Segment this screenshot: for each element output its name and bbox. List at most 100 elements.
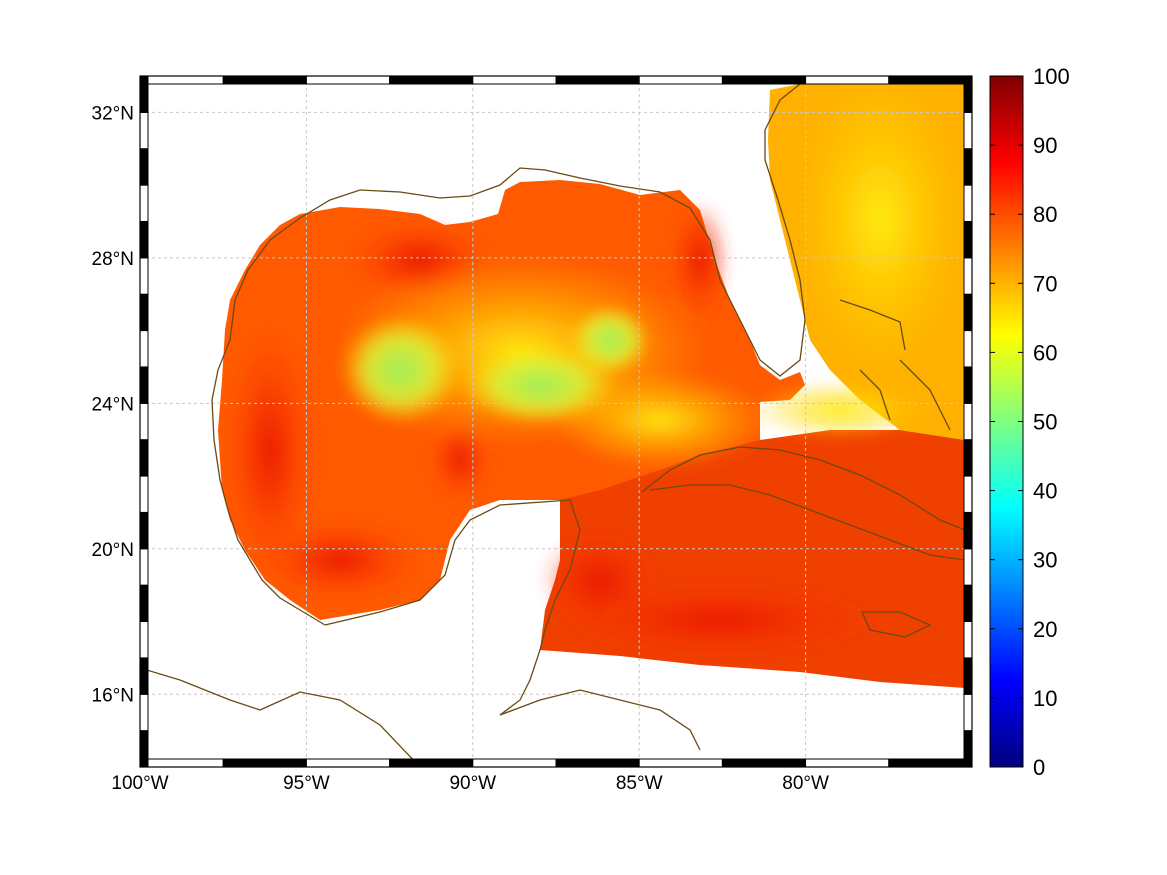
- red-yucatan-north: [430, 420, 490, 500]
- frame-segment-top: [805, 75, 890, 85]
- frame-segment-right: [963, 584, 973, 623]
- colorbar-ticks: 0 10 20 30 40 50 60 70 80 90 100: [990, 64, 1070, 780]
- frame-segment-right: [963, 148, 973, 186]
- frame-segment-right: [963, 657, 973, 695]
- frame-segment-right: [963, 111, 973, 150]
- frame-segment-left: [139, 511, 149, 550]
- frame-segment-bottom: [721, 758, 807, 768]
- frame-segment-top: [472, 75, 557, 85]
- gulf-coast-us-mexico: [140, 76, 816, 767]
- map-frame: [139, 75, 973, 768]
- frame-segment-bottom: [472, 758, 557, 768]
- frame-segment-left: [139, 548, 149, 586]
- frame-segment-bottom: [638, 758, 723, 768]
- bahamas-outline: [839, 299, 951, 431]
- frame-segment-right: [963, 621, 973, 659]
- frame-segment-top: [888, 75, 973, 85]
- frame-segment-left: [139, 475, 149, 513]
- frame-segment-bottom: [888, 758, 973, 768]
- colorbar-tick-label: 50: [1033, 410, 1057, 435]
- red-caribbean-west: [540, 530, 660, 630]
- frame-segment-left: [139, 257, 149, 295]
- frame-segment-top: [721, 75, 807, 85]
- frame-segment-top: [389, 75, 474, 85]
- frame-segment-right: [963, 402, 973, 441]
- colorbar-tick-label: 100: [1033, 64, 1070, 89]
- frame-segment-right: [963, 439, 973, 477]
- gridlines: [140, 76, 972, 767]
- red-bay-campeche: [260, 520, 420, 600]
- green-core-west: [340, 315, 460, 425]
- frame-segment-left: [139, 220, 149, 259]
- yellow-cuba-strait: [750, 380, 930, 440]
- frame-segment-top: [555, 75, 640, 85]
- frame-border: [139, 75, 973, 768]
- y-tick-label: 20°N: [92, 540, 134, 561]
- y-tick-label: 16°N: [92, 685, 134, 706]
- colorbar-tick-label: 30: [1033, 548, 1057, 573]
- y-tick-label: 32°N: [92, 103, 134, 124]
- colorbar-tick-label: 0: [1033, 755, 1045, 780]
- data-field: [218, 76, 970, 688]
- colorbar-tick-label: 10: [1033, 686, 1057, 711]
- frame-segment-left: [139, 730, 149, 768]
- green-core-east: [570, 305, 650, 375]
- frame-segment-right: [963, 693, 973, 732]
- frame-segment-left: [139, 402, 149, 441]
- frame-segment-bottom: [805, 758, 890, 768]
- y-axis-labels: 32°N 28°N 24°N 20°N 16°N: [92, 103, 134, 706]
- cuba-coastline: [641, 446, 966, 561]
- x-tick-label: 80°W: [782, 773, 829, 794]
- colorbar-tick-label: 20: [1033, 617, 1057, 642]
- red-west-coast: [225, 330, 315, 570]
- frame-segment-top: [305, 75, 391, 85]
- frame-segment-bottom: [555, 758, 640, 768]
- frame-segment-left: [139, 111, 149, 150]
- frame-segment-right: [963, 257, 973, 295]
- frame-segment-right: [963, 475, 973, 513]
- colorbar: 0 10 20 30 40 50 60 70 80 90 100: [989, 64, 1070, 780]
- frame-segment-left: [139, 366, 149, 404]
- frame-segment-left: [139, 657, 149, 695]
- yellow-atlantic: [790, 76, 970, 380]
- frame-segment-right: [963, 548, 973, 586]
- frame-segment-bottom: [389, 758, 474, 768]
- x-tick-label: 90°W: [449, 773, 496, 794]
- y-tick-label: 28°N: [92, 249, 134, 270]
- colorbar-tick-label: 70: [1033, 271, 1057, 296]
- frame-segment-left: [139, 439, 149, 477]
- frame-segment-left: [139, 184, 149, 222]
- frame-segment-left: [139, 75, 149, 113]
- frame-segment-left: [139, 330, 149, 368]
- frame-segment-top: [638, 75, 723, 85]
- frame-segment-right: [963, 730, 973, 768]
- frame-segment-left: [139, 148, 149, 186]
- x-tick-label: 100°W: [111, 773, 168, 794]
- x-axis-labels: 100°W 95°W 90°W 85°W 80°W: [111, 773, 829, 794]
- frame-segment-right: [963, 75, 973, 113]
- frame-segment-top: [222, 75, 307, 85]
- frame-segment-left: [139, 693, 149, 732]
- frame-segment-right: [963, 511, 973, 550]
- frame-segment-left: [139, 584, 149, 623]
- frame-segment-left: [139, 621, 149, 659]
- frame-segment-right: [963, 293, 973, 332]
- frame-segment-right: [963, 330, 973, 368]
- frame-segment-bottom: [139, 758, 224, 768]
- frame-segment-bottom: [222, 758, 307, 768]
- colorbar-tick-label: 60: [1033, 340, 1057, 365]
- central-america-coast: [499, 689, 701, 751]
- coastlines: [140, 76, 966, 767]
- jamaica-coastline: [860, 611, 932, 638]
- colorbar-tick-label: 40: [1033, 479, 1057, 504]
- frame-segment-right: [963, 184, 973, 222]
- colorbar-tick-label: 90: [1033, 133, 1057, 158]
- y-tick-label: 24°N: [92, 394, 134, 415]
- yellow-loop-east: [550, 370, 770, 470]
- frame-segment-bottom: [305, 758, 391, 768]
- red-west-florida: [670, 200, 730, 320]
- frame-segment-top: [139, 75, 224, 85]
- frame-segment-right: [963, 220, 973, 259]
- x-tick-label: 95°W: [283, 773, 330, 794]
